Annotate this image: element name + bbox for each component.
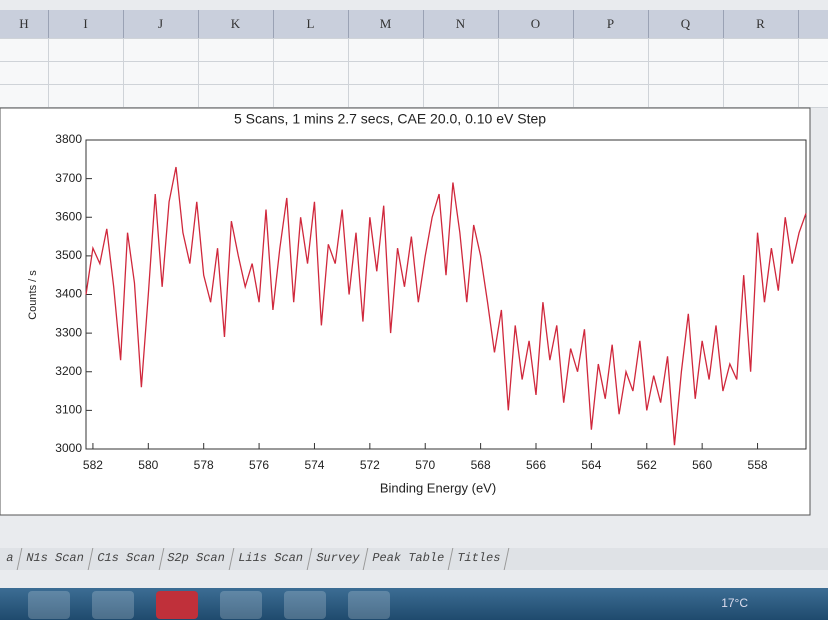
x-tick-label: 576 bbox=[249, 458, 269, 472]
sheet-tabs: a N1s Scan C1s Scan S2p Scan Li1s Scan Survey… bbox=[0, 548, 828, 570]
sheet-tab[interactable]: N1s Scan bbox=[17, 548, 94, 570]
chart-frame bbox=[0, 107, 811, 516]
x-tick-label: 572 bbox=[360, 458, 380, 472]
chart: 5 Scans, 1 mins 2.7 secs, CAE 20.0, 0.10… bbox=[0, 107, 811, 516]
cell-grid bbox=[0, 38, 828, 108]
x-tick-label: 564 bbox=[581, 458, 601, 472]
column-letter: M bbox=[348, 10, 424, 38]
app-icon[interactable] bbox=[92, 591, 134, 619]
app-icon[interactable] bbox=[220, 591, 262, 619]
x-tick-label: 582 bbox=[83, 458, 103, 472]
column-letter: O bbox=[498, 10, 574, 38]
taskbar: 17°C bbox=[0, 588, 828, 620]
y-axis-label: Counts / s bbox=[27, 270, 39, 320]
x-tick-label: 574 bbox=[304, 458, 324, 472]
sheet-tab[interactable]: S2p Scan bbox=[159, 548, 235, 570]
sheet-tab[interactable]: C1s Scan bbox=[88, 548, 164, 570]
column-letter: R bbox=[723, 10, 799, 38]
chart-title: 5 Scans, 1 mins 2.7 secs, CAE 20.0, 0.10… bbox=[234, 111, 546, 127]
x-tick-label: 568 bbox=[471, 458, 491, 472]
y-tick-label: 3400 bbox=[55, 287, 82, 301]
x-axis-label: Binding Energy (eV) bbox=[380, 480, 496, 495]
x-tick-label: 578 bbox=[194, 458, 214, 472]
x-tick-label: 570 bbox=[415, 458, 435, 472]
app-icon[interactable] bbox=[28, 591, 70, 619]
sheet-tab[interactable]: Titles bbox=[448, 548, 510, 570]
y-tick-label: 3500 bbox=[55, 248, 82, 262]
x-tick-label: 566 bbox=[526, 458, 546, 472]
sheet-tab[interactable]: Li1s Scan bbox=[229, 548, 313, 570]
column-letter: Q bbox=[648, 10, 724, 38]
sheet-tab[interactable]: Survey bbox=[307, 548, 369, 570]
app-icon[interactable] bbox=[348, 591, 390, 619]
y-tick-label: 3100 bbox=[55, 403, 82, 417]
column-letter: I bbox=[48, 10, 124, 38]
column-letter: L bbox=[273, 10, 349, 38]
y-tick-label: 3000 bbox=[55, 441, 82, 455]
x-tick-label: 562 bbox=[637, 458, 657, 472]
column-letter: J bbox=[123, 10, 199, 38]
y-tick-label: 3200 bbox=[55, 364, 82, 378]
y-tick-label: 3800 bbox=[55, 132, 82, 146]
app-icon[interactable] bbox=[284, 591, 326, 619]
column-letter: P bbox=[573, 10, 649, 38]
sheet-tab[interactable]: Peak Table bbox=[363, 548, 454, 570]
temperature: 17°C bbox=[721, 596, 748, 610]
y-tick-label: 3700 bbox=[55, 171, 82, 185]
x-tick-label: 580 bbox=[138, 458, 158, 472]
x-tick-label: 558 bbox=[748, 458, 768, 472]
x-tick-label: 560 bbox=[692, 458, 712, 472]
column-letter: K bbox=[198, 10, 274, 38]
y-tick-label: 3300 bbox=[55, 325, 82, 339]
data-line bbox=[85, 166, 807, 446]
column-letter: H bbox=[0, 10, 49, 38]
app-icon[interactable] bbox=[156, 591, 198, 619]
y-tick-label: 3600 bbox=[55, 209, 82, 223]
column-letter: N bbox=[423, 10, 499, 38]
